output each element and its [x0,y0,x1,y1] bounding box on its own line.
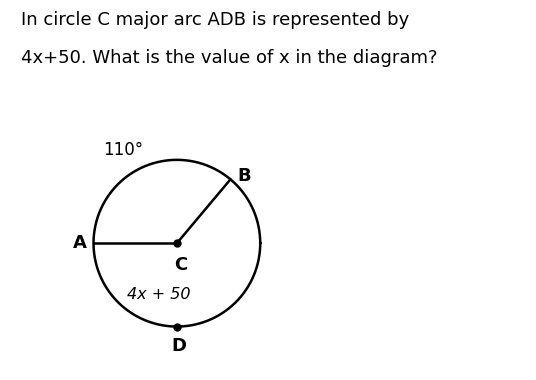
Text: D: D [171,337,186,355]
Text: In circle C major arc ADB is represented by: In circle C major arc ADB is represented… [21,11,410,29]
Text: 4x + 50: 4x + 50 [127,287,190,302]
Text: 110°: 110° [102,141,143,159]
Text: B: B [237,167,251,185]
Text: 4x+50. What is the value of x in the diagram?: 4x+50. What is the value of x in the dia… [21,49,438,67]
Text: C: C [174,256,188,274]
Text: A: A [73,234,87,252]
